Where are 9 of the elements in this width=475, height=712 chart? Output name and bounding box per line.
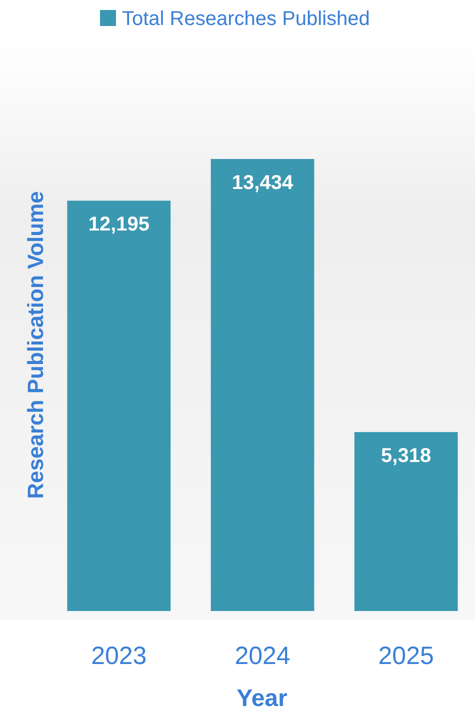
x-tick-label: 2024 bbox=[234, 642, 290, 670]
data-label: 12,195 bbox=[88, 214, 150, 236]
x-tick-label: 2025 bbox=[378, 642, 434, 670]
legend-label: Total Researches Published bbox=[122, 8, 370, 30]
y-axis-title: Research Publication Volume bbox=[23, 191, 48, 499]
data-label: 13,434 bbox=[232, 172, 294, 194]
x-tick-label: 2023 bbox=[91, 642, 147, 670]
data-label: 5,318 bbox=[381, 445, 432, 468]
x-axis-title: Year bbox=[236, 685, 288, 712]
